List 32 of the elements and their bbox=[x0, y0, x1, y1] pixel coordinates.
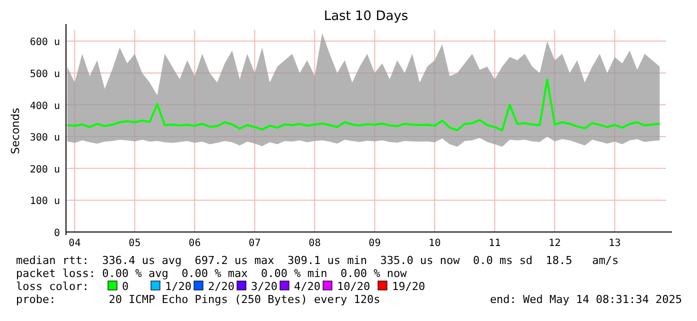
y-tick-label: 300 u bbox=[30, 132, 60, 144]
legend-label: 3/20 bbox=[251, 280, 278, 293]
legend-label: 4/20 bbox=[294, 280, 320, 293]
x-tick-label: 06 bbox=[188, 238, 201, 249]
x-tick-label: 13 bbox=[608, 238, 621, 249]
x-tick-label: 10 bbox=[428, 238, 441, 249]
y-axis-title: Seconds bbox=[9, 108, 22, 154]
x-tick-label: 08 bbox=[308, 238, 321, 249]
x-tick-label: 05 bbox=[128, 238, 141, 249]
x-tick-label: 12 bbox=[548, 238, 561, 249]
text: end: Wed May 14 08:31:34 2025 bbox=[490, 293, 682, 306]
y-tick-label: 400 u bbox=[30, 100, 60, 112]
legend-label: 19/20 bbox=[392, 280, 426, 293]
legend-label: 10/20 bbox=[337, 280, 370, 293]
y-tick-label: 100 u bbox=[30, 196, 60, 208]
legend-label: 1/20 bbox=[165, 280, 192, 293]
y-tick-label: 200 u bbox=[30, 164, 60, 176]
y-tick-label: 600 u bbox=[30, 37, 60, 48]
x-tick-label: 09 bbox=[368, 238, 381, 249]
line-series bbox=[66, 78, 661, 132]
text: median rtt: 336.4 us avg 697.2 us max 309.1 us min 335.0 us now 0.0 ms sd 18.5 am/s bbox=[16, 254, 619, 267]
chart-title: Last 10 Days bbox=[324, 9, 408, 24]
legend-label: 2/20 bbox=[208, 280, 234, 293]
y-tick-label: 0 bbox=[54, 228, 60, 239]
legend-label: 0 bbox=[122, 280, 129, 293]
x-tick-label: 04 bbox=[68, 238, 81, 249]
y-tick-label: 500 u bbox=[30, 68, 60, 80]
legend-title: loss color: bbox=[16, 280, 89, 293]
text: probe: 20 ICMP Echo Pings (250 Bytes) every 120s bbox=[16, 293, 380, 306]
x-tick-label: 07 bbox=[248, 238, 261, 249]
text: packet loss: 0.00 % avg 0.00 % max 0.00 % min 0.00 % now bbox=[16, 267, 408, 280]
x-tick-label: 11 bbox=[488, 238, 501, 249]
